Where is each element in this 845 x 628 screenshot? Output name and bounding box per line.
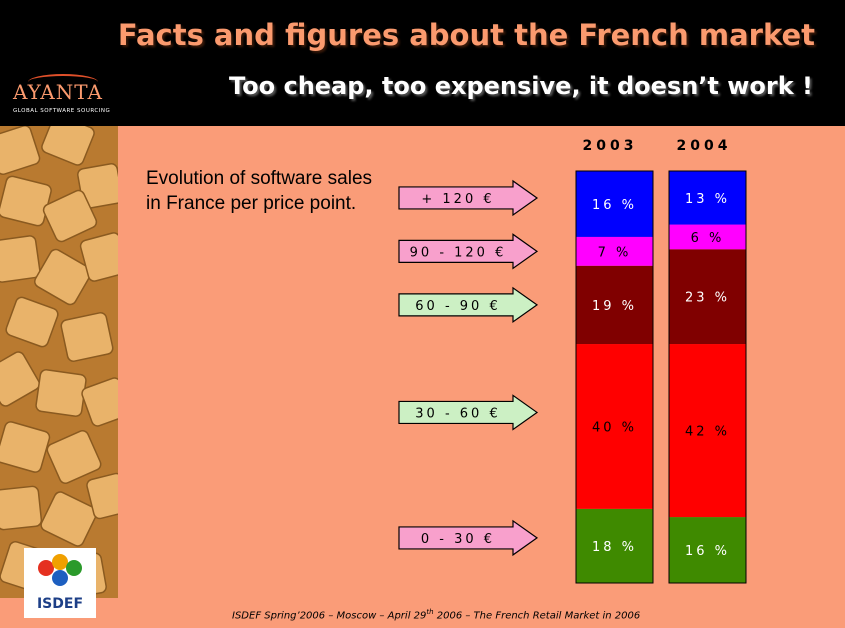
data-label-2003-3: 7 % — [598, 245, 632, 260]
bar-2003-segment-4 — [576, 171, 653, 237]
price-arrow-label-0: 0 - 30 € — [421, 532, 495, 547]
price-arrow-2 — [398, 286, 539, 324]
logo-name: AYANTA — [13, 80, 103, 104]
header-bar: Facts and figures about the French marke… — [0, 0, 845, 126]
year-label-2004: 2004 — [676, 138, 732, 154]
bar-2004-segment-2 — [669, 249, 746, 345]
footer-text-before: ISDEF Spring’2006 – Moscow – April 29 — [232, 610, 427, 622]
bar-2003-segment-0 — [576, 508, 653, 583]
ayanta-logo: AYANTA GLOBAL SOFTWARE SOURCING — [10, 74, 111, 120]
bar-2004-segment-1 — [669, 344, 746, 518]
page-title: Facts and figures about the French marke… — [117, 18, 815, 52]
chart-description: Evolution of software sales in France pe… — [146, 168, 373, 214]
price-arrow-1 — [398, 394, 539, 431]
isdef-logo: ISDEF — [24, 548, 96, 618]
bar-2003-segment-3 — [576, 236, 653, 266]
bar-2003-segment-2 — [576, 265, 653, 345]
price-arrow-label-3: 90 - 120 € — [410, 245, 507, 260]
logo-tagline: GLOBAL SOFTWARE SOURCING — [13, 108, 111, 114]
bar-outline-2004 — [668, 170, 747, 584]
data-label-2003-0: 18 % — [592, 540, 637, 555]
data-label-2003-1: 40 % — [592, 420, 637, 435]
year-label-2003: 2003 — [582, 138, 638, 154]
bar-2004-segment-4 — [669, 171, 746, 225]
bar-2004-segment-3 — [669, 224, 746, 250]
footer-text-after: 2006 – The French Retail Market in 2006 — [433, 610, 641, 622]
price-arrow-label-4: + 120 € — [421, 192, 494, 207]
data-label-2004-4: 13 % — [685, 192, 730, 207]
price-arrow-label-1: 30 - 60 € — [415, 406, 500, 421]
data-label-2003-2: 19 % — [592, 299, 637, 314]
isdef-label: ISDEF — [36, 596, 84, 612]
page-subtitle: Too cheap, too expensive, it doesn’t wor… — [228, 72, 813, 100]
price-arrow-4 — [398, 179, 539, 217]
data-label-2004-2: 23 % — [685, 291, 730, 306]
price-arrow-0 — [398, 519, 539, 557]
logo-arc-icon — [28, 74, 98, 90]
footer-text: ISDEF Spring’2006 – Moscow – April 29th … — [232, 608, 640, 621]
price-arrow-label-2: 60 - 90 € — [415, 299, 500, 314]
data-label-2003-4: 16 % — [592, 198, 637, 213]
bar-outline-2003 — [575, 170, 654, 584]
keyboard-keys-image — [0, 126, 118, 598]
footer-text-sup: th — [426, 608, 434, 616]
data-label-2004-1: 42 % — [685, 425, 730, 440]
bar-2004-segment-0 — [669, 517, 746, 583]
data-label-2004-3: 6 % — [691, 231, 725, 246]
price-arrow-3 — [398, 233, 539, 270]
bar-2003-segment-1 — [576, 344, 653, 509]
data-label-2004-0: 16 % — [685, 544, 730, 559]
